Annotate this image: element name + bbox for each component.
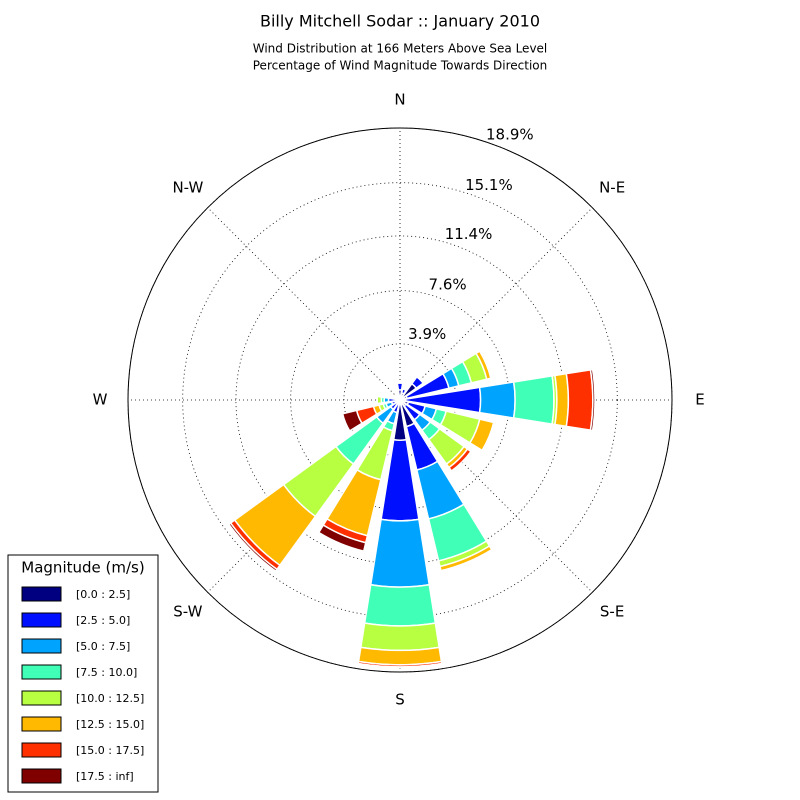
wind-sector — [392, 395, 395, 399]
legend-title: Magnitude (m/s) — [21, 559, 144, 577]
chart-title: Billy Mitchell Sodar :: January 2010 — [260, 12, 540, 31]
wind-sector — [359, 622, 441, 652]
wind-sector — [341, 409, 363, 432]
legend-label: [7.5 : 10.0] — [76, 666, 137, 679]
legend-label: [17.5 : inf] — [76, 770, 134, 783]
direction-label: N — [394, 91, 405, 109]
direction-label: S — [395, 691, 405, 709]
direction-label: N-E — [599, 178, 625, 196]
wind-sector — [554, 372, 570, 428]
wind-sector — [589, 368, 596, 432]
wind-sector — [478, 381, 516, 419]
r-tick-label: 11.4% — [445, 225, 493, 243]
legend-label: [0.0 : 2.5] — [76, 588, 130, 601]
direction-label: W — [93, 391, 108, 409]
r-tick-label: 18.9% — [486, 125, 534, 143]
direction-grid-line — [399, 207, 593, 401]
direction-label: E — [695, 391, 704, 409]
legend-swatch — [21, 638, 62, 654]
chart-subtitle: Percentage of Wind Magnitude Towards Dir… — [253, 59, 547, 73]
direction-grid-line — [207, 207, 401, 401]
legend-swatch — [21, 664, 62, 680]
wind-sector — [479, 350, 492, 379]
chart-subtitle: Wind Distribution at 166 Meters Above Se… — [253, 42, 548, 56]
direction-label: S-W — [173, 603, 202, 621]
r-tick-label: 15.1% — [465, 176, 513, 194]
wind-sector — [451, 451, 472, 472]
wind-sector — [227, 522, 278, 573]
wind-sector — [357, 662, 443, 669]
legend-swatch — [21, 716, 62, 732]
wind-sector — [369, 518, 431, 588]
r-tick-label: 7.6% — [429, 276, 467, 294]
direction-label: S-E — [600, 603, 624, 621]
legend-swatch — [21, 586, 62, 602]
grid-circle — [182, 182, 618, 618]
wind-sector — [363, 583, 437, 627]
legend-swatch — [21, 768, 62, 784]
legend-label: [2.5 : 5.0] — [76, 614, 130, 627]
legend-label: [10.0 : 12.5] — [76, 692, 144, 705]
legend-label: [15.0 : 17.5] — [76, 744, 144, 757]
legend-label: [5.0 : 7.5] — [76, 640, 130, 653]
legend-label: [12.5 : 15.0] — [76, 718, 144, 731]
wind-sector — [565, 368, 594, 432]
wind-sector — [317, 524, 367, 553]
wind-sector — [512, 375, 555, 425]
polar-frame — [127, 127, 673, 673]
direction-label: N-W — [172, 178, 203, 196]
r-tick-label: 3.9% — [408, 325, 446, 343]
wind-sector — [441, 550, 493, 573]
wind-sector — [395, 395, 398, 398]
direction-grid-line — [399, 399, 593, 593]
legend-swatch — [21, 690, 62, 706]
wind-sector — [357, 646, 443, 666]
legend-swatch — [21, 612, 62, 628]
legend-swatch — [21, 742, 62, 758]
